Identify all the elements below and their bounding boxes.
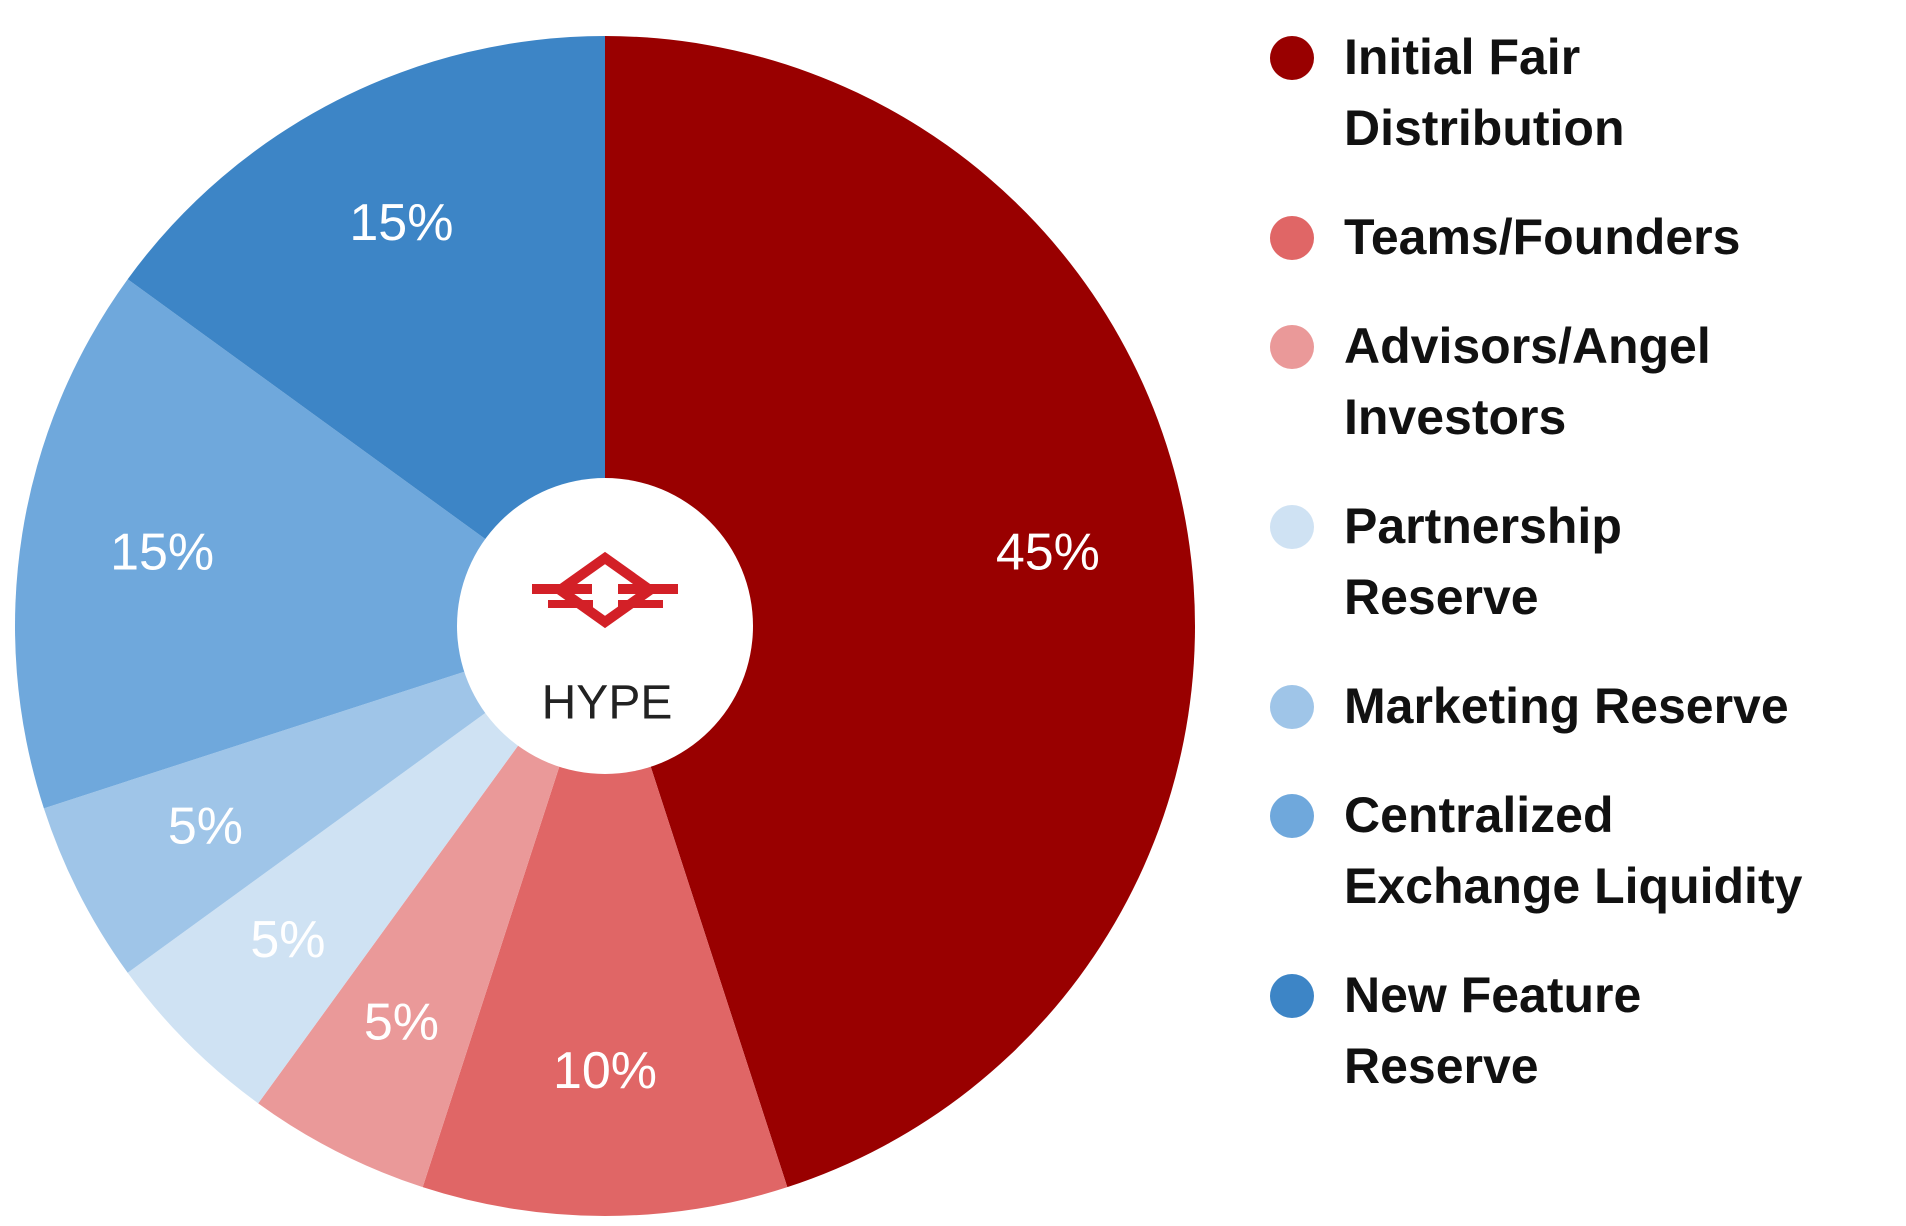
pie-slice [258, 626, 605, 1188]
legend-swatch [1270, 794, 1314, 838]
legend-item: Teams/Founders [1270, 202, 1802, 273]
legend-label: Marketing Reserve [1344, 678, 1789, 734]
slice-label: 5% [168, 797, 243, 855]
pie-slice [605, 36, 1195, 1188]
legend-item: New Feature Reserve [1270, 960, 1802, 1102]
legend-swatch [1270, 505, 1314, 549]
legend-item: Marketing Reserve [1270, 671, 1802, 742]
pie-area: 45%10%5%5%5%15%15% HYPE [14, 36, 1195, 1216]
pie-slice [14, 279, 605, 809]
legend-label: Partnership Reserve [1344, 498, 1622, 625]
legend-item: Advisors/Angel Investors [1270, 311, 1802, 453]
slice-label: 45% [996, 524, 1100, 582]
legend-label: Initial Fair Distribution [1344, 29, 1625, 156]
legend-label: Advisors/Angel Investors [1344, 318, 1711, 445]
legend-item: Partnership Reserve [1270, 491, 1802, 633]
pie-slice [43, 626, 606, 973]
logo [532, 551, 678, 629]
slice-label: 5% [250, 911, 325, 969]
legend-swatch [1270, 685, 1314, 729]
legend-item: Initial Fair Distribution [1270, 22, 1802, 164]
slice-label: 15% [110, 524, 214, 582]
slice-label: 10% [553, 1042, 657, 1100]
legend-label: New Feature Reserve [1344, 967, 1642, 1094]
legend-label: Teams/Founders [1344, 209, 1741, 265]
pie-slice [127, 36, 606, 626]
legend: Initial Fair Distribution Teams/Founders A… [1270, 22, 1802, 1140]
legend-swatch [1270, 216, 1314, 260]
legend-label: Centralized Exchange Liquidity [1344, 787, 1803, 914]
legend-swatch [1270, 36, 1314, 80]
legend-swatch [1270, 325, 1314, 369]
slice-label: 15% [349, 194, 453, 252]
legend-item: Centralized Exchange Liquidity [1270, 780, 1802, 922]
center-label: HYPE [542, 677, 673, 730]
legend-swatch [1270, 974, 1314, 1018]
slice-label: 5% [364, 993, 439, 1051]
pie-slice [127, 626, 606, 1104]
pie-slice [422, 626, 788, 1216]
